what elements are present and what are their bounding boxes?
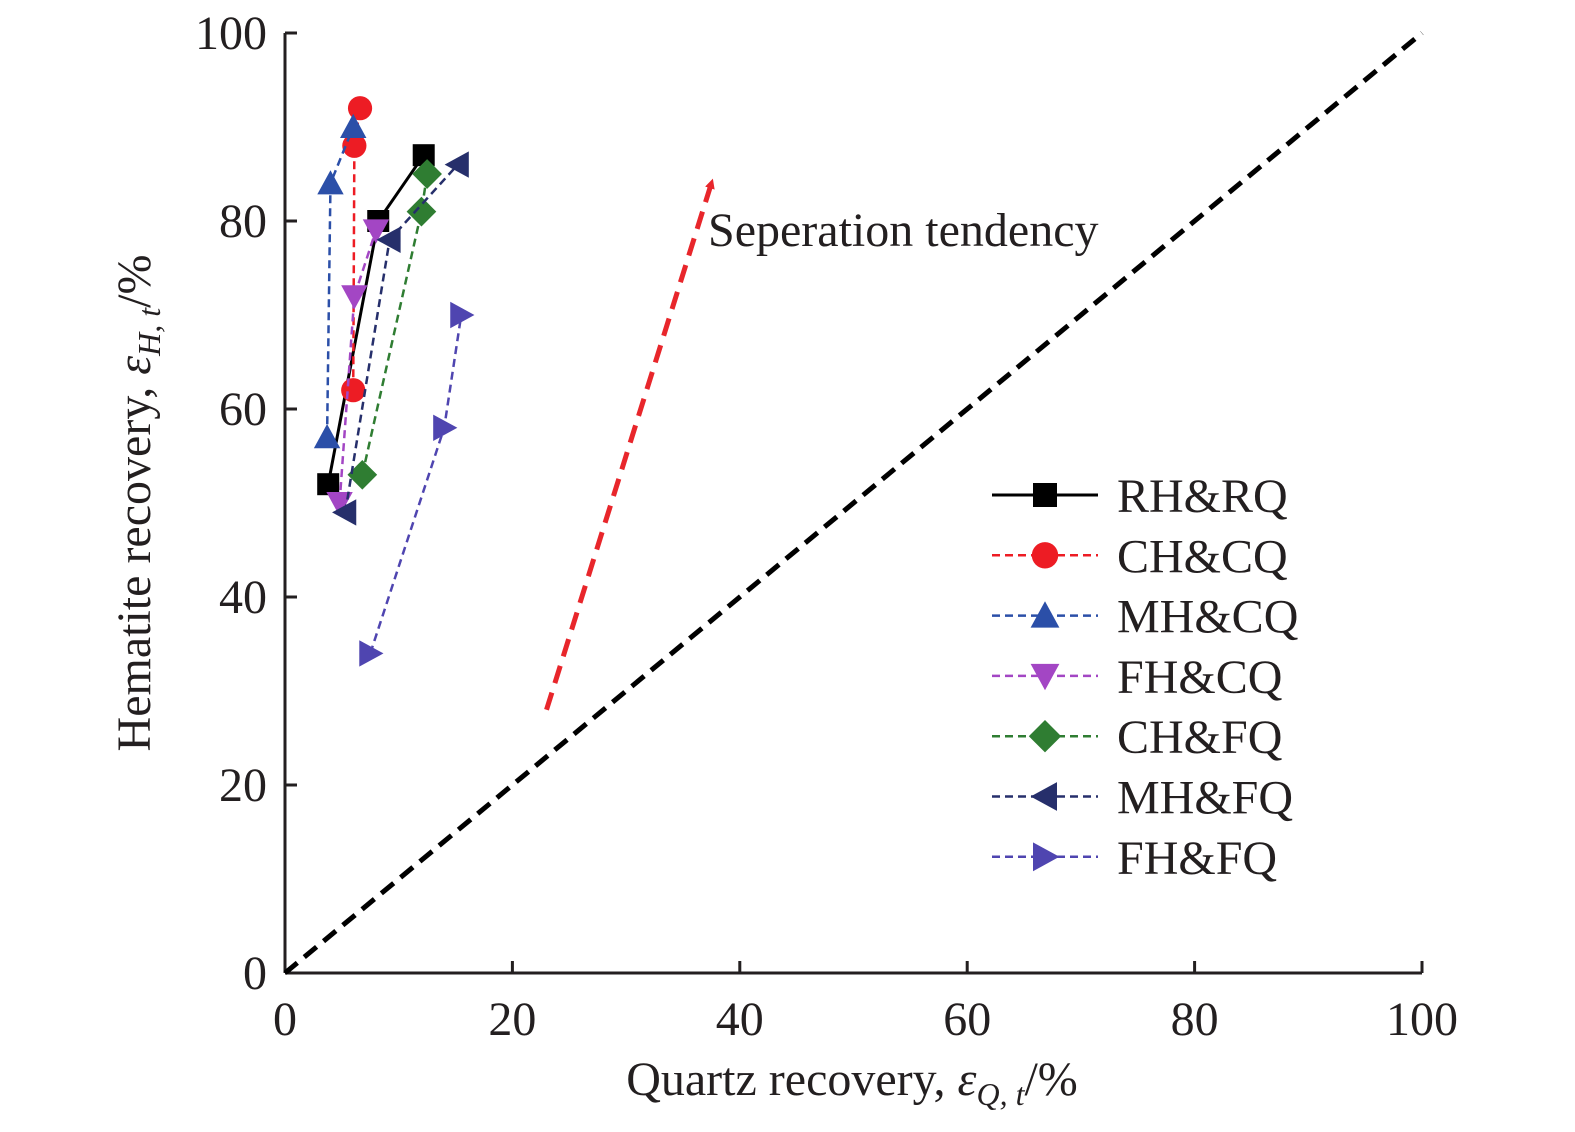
data-point [341,378,366,403]
x-tick-label: 40 [716,993,764,1046]
legend: RH&RQ CH&CQ MH&CQ FH&CQ CH&FQ MH&FQ FH&FQ [992,470,1298,885]
data-point [347,459,378,490]
legend-marker [1030,601,1060,628]
series-ch-cq [341,96,373,403]
legend-marker [1028,720,1062,753]
y-tick-label: 100 [195,7,267,60]
series-layer [313,96,475,667]
data-point [406,196,437,227]
series-line [351,108,362,391]
separation-tendency-label: Seperation tendency [708,204,1099,257]
series-mh-cq [313,113,367,449]
x-axis-title: Quartz recovery, εQ, t/% [626,1053,1078,1112]
x-tick-label: 100 [1386,993,1458,1046]
y-axis-title: Hematite recovery, εH, t/% [108,255,167,752]
legend-label: MH&CQ [1117,591,1298,644]
data-point [444,151,469,178]
separation-tendency-arrow [544,178,715,711]
diagonal-reference-line [283,31,1424,975]
legend-marker [1033,842,1060,872]
ticks: 0 20 40 60 80 100 0 20 40 60 80 100 [195,7,1458,1046]
legend-marker [1030,663,1060,691]
y-tick-label: 80 [219,195,267,248]
legend-label: FH&CQ [1117,651,1282,704]
legend-marker [1030,782,1057,811]
data-point [332,499,357,526]
data-point [317,473,340,496]
data-point [340,113,367,138]
series-mh-fq [332,151,469,526]
legend-label: RH&RQ [1117,470,1288,523]
legend-label: CH&CQ [1117,530,1288,583]
data-point [341,285,368,310]
axes [283,33,1422,975]
data-point [433,414,458,441]
y-tick-label: 60 [219,383,267,436]
legend-label: FH&FQ [1117,832,1277,885]
series-line [369,314,463,654]
legend-marker [1033,483,1057,507]
x-tick-label: 80 [1171,993,1219,1046]
data-point [347,96,373,121]
series-line [338,230,378,504]
data-point [359,640,384,667]
x-tick-label: 60 [943,993,991,1046]
data-point [362,219,390,244]
data-point [412,159,442,189]
y-tick-label: 40 [219,571,267,624]
x-tick-label: 20 [488,993,536,1046]
data-point [313,424,341,449]
series-fh-fq [359,301,475,667]
data-point [450,301,475,329]
series-ch-fq [347,159,442,490]
y-tick-label: 20 [219,759,267,812]
data-point [317,170,344,195]
legend-marker [1031,542,1059,569]
series-fh-cq [326,219,390,517]
data-point [326,492,353,517]
legend-label: CH&FQ [1117,711,1282,764]
y-tick-label: 0 [243,947,267,1000]
data-point [412,144,435,167]
x-tick-label: 0 [273,993,297,1046]
legend-label: MH&FQ [1117,772,1293,825]
data-point [376,226,401,253]
